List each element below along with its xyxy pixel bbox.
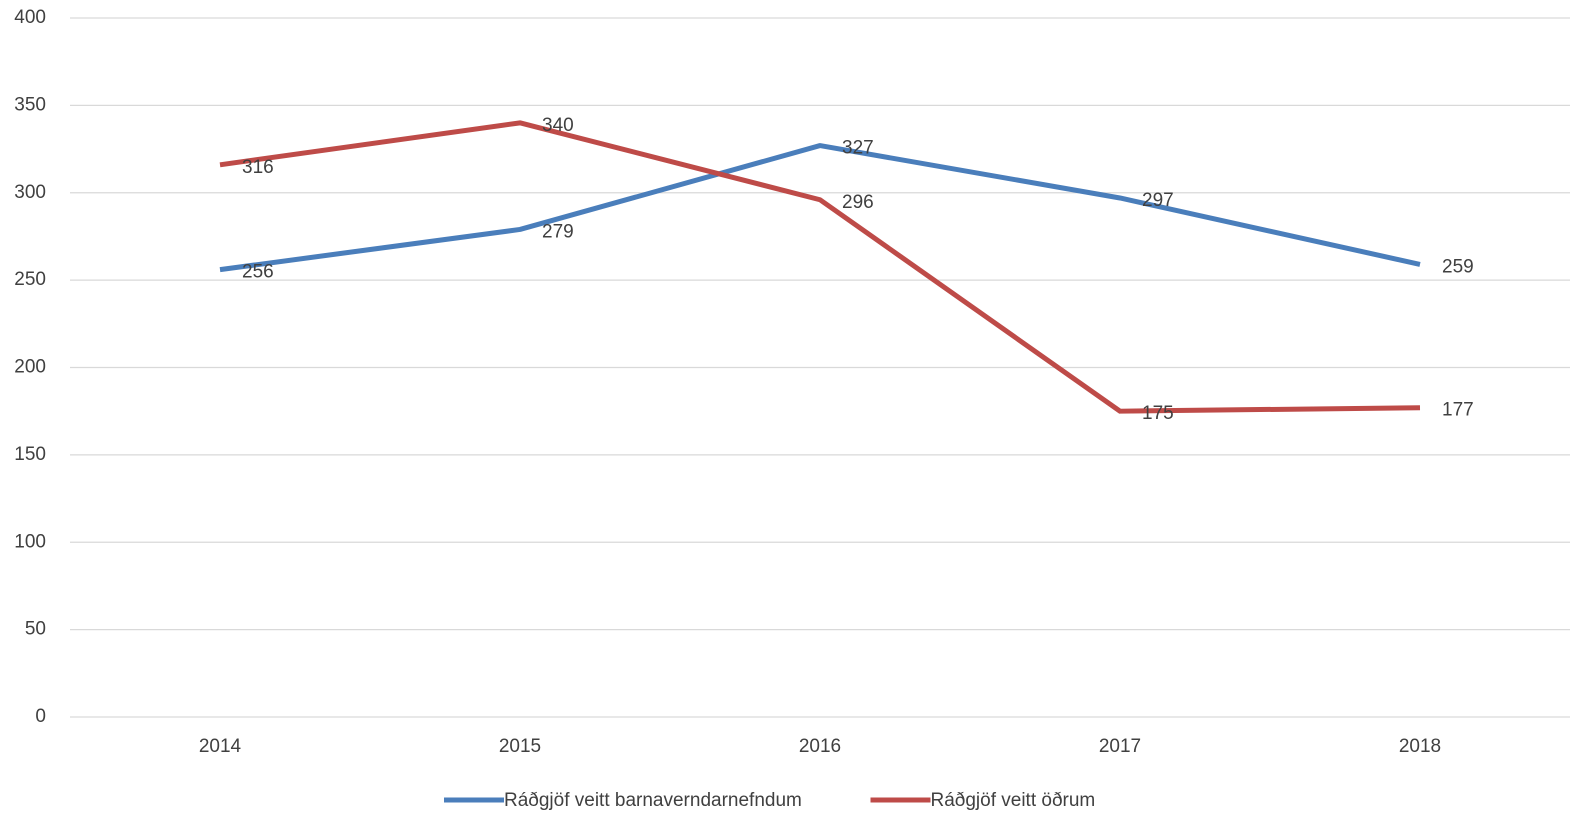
- data-label: 340: [542, 115, 574, 136]
- data-label: 259: [1442, 256, 1474, 277]
- y-tick-label: 350: [14, 94, 46, 115]
- data-label: 256: [242, 262, 274, 283]
- data-label: 175: [1142, 403, 1174, 424]
- legend-label: Ráðgjöf veitt barnaverndarnefndum: [504, 790, 802, 811]
- x-tick-label: 2018: [1399, 736, 1441, 757]
- y-tick-label: 200: [14, 357, 46, 378]
- series-line: [219, 143, 1421, 273]
- y-tick-label: 400: [14, 7, 46, 28]
- data-label: 177: [1442, 400, 1474, 421]
- x-tick-label: 2014: [199, 736, 242, 757]
- x-tick-label: 2015: [499, 736, 541, 757]
- data-label: 297: [1142, 190, 1174, 211]
- y-tick-label: 150: [14, 444, 46, 465]
- y-tick-label: 0: [35, 706, 46, 727]
- data-label: 279: [542, 221, 574, 242]
- data-label: 316: [242, 157, 274, 178]
- y-tick-label: 50: [25, 619, 46, 640]
- data-label: 327: [842, 138, 874, 159]
- y-tick-label: 250: [14, 269, 46, 290]
- data-label: 296: [842, 192, 874, 213]
- x-tick-label: 2016: [799, 736, 841, 757]
- y-tick-label: 300: [14, 182, 46, 203]
- legend-label: Ráðgjöf veitt öðrum: [931, 790, 1096, 811]
- series-line: [219, 120, 1421, 414]
- y-tick-label: 100: [14, 531, 46, 552]
- x-tick-label: 2017: [1099, 736, 1141, 757]
